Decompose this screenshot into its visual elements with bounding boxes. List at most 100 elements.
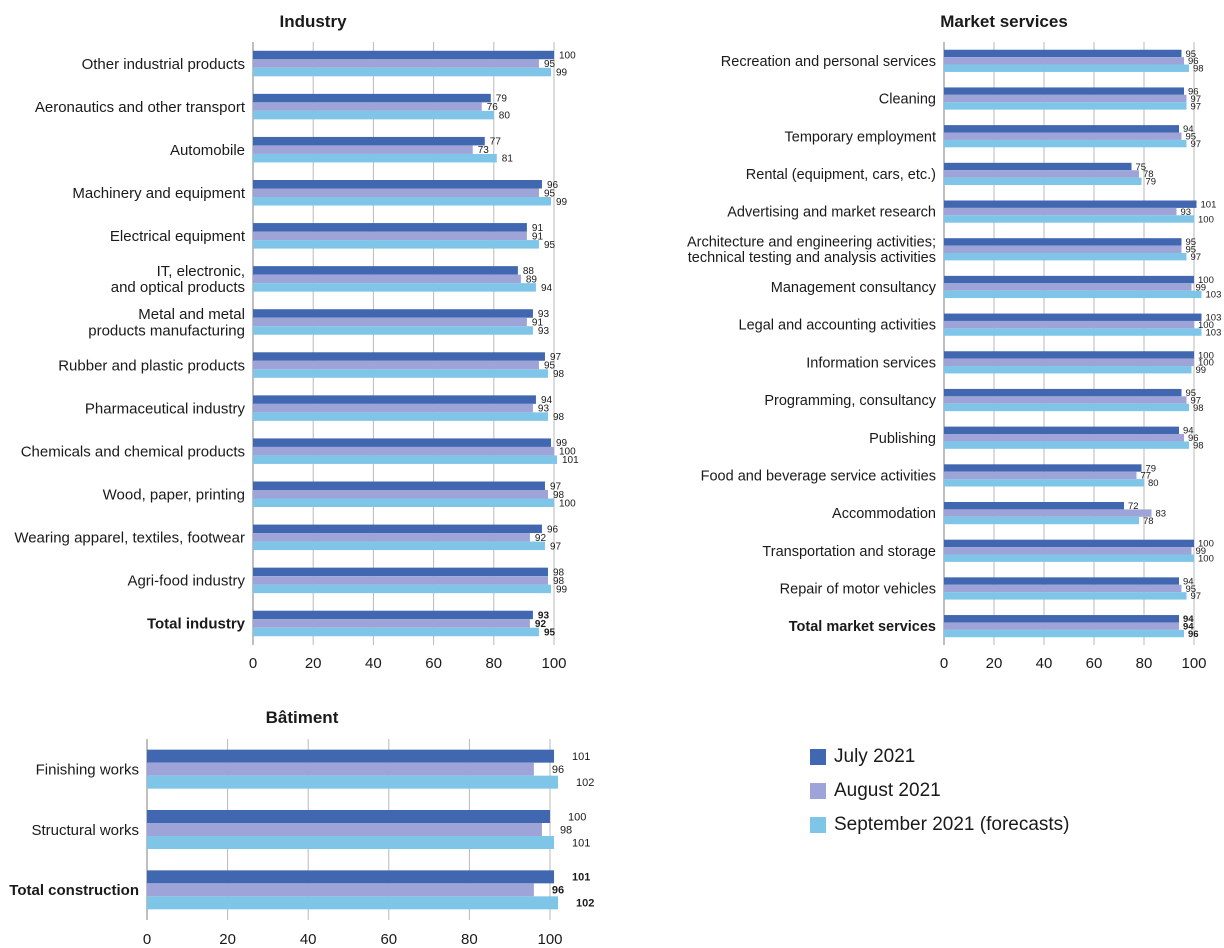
industry-value-label: 100 bbox=[559, 447, 576, 458]
industry-category-label: Wood, paper, printing bbox=[103, 487, 245, 504]
market-services-value-label: 100 bbox=[1198, 350, 1214, 361]
market-services-bar-september bbox=[944, 102, 1187, 110]
market-services-bar-august bbox=[944, 471, 1137, 480]
industry-category-label: Automobile bbox=[170, 142, 245, 159]
industry-value-label: 95 bbox=[544, 361, 556, 372]
industry-value-label: 91 bbox=[532, 317, 544, 328]
industry-category-label: Agri-food industry bbox=[127, 573, 245, 590]
construction-tick-label: 100 bbox=[537, 931, 562, 948]
market-services-value-label: 99 bbox=[1196, 546, 1207, 557]
industry-bar-august bbox=[253, 619, 530, 628]
industry-value-label: 91 bbox=[532, 231, 544, 242]
market-services-bar-september bbox=[944, 215, 1194, 223]
industry-bar-august bbox=[253, 576, 548, 585]
industry-value-label: 100 bbox=[559, 51, 576, 62]
market-services-value-label: 100 bbox=[1198, 554, 1214, 565]
market-services-value-label: 100 bbox=[1198, 358, 1214, 369]
market-services-value-label: 95 bbox=[1186, 245, 1197, 256]
industry-bar-september bbox=[253, 455, 558, 464]
industry-bar-july bbox=[253, 136, 485, 146]
construction-value-label: 101 bbox=[572, 837, 590, 849]
industry-bar-august bbox=[253, 317, 527, 327]
industry-value-label: 98 bbox=[553, 576, 565, 587]
market-services-bar-july bbox=[944, 464, 1142, 472]
construction-tick-label: 40 bbox=[300, 931, 317, 948]
market-services-value-label: 97 bbox=[1191, 591, 1202, 602]
market-services-bar-august bbox=[944, 358, 1194, 367]
industry-category-label: Machinery and equipment bbox=[72, 185, 245, 202]
market-services-value-label: 95 bbox=[1186, 132, 1197, 143]
construction-bar-september bbox=[147, 896, 559, 910]
market-services-category-label: Repair of motor vehicles bbox=[780, 582, 936, 598]
market-services-tick-label: 0 bbox=[940, 655, 948, 672]
market-services-bar-july bbox=[944, 275, 1194, 284]
industry-value-label: 89 bbox=[526, 274, 538, 285]
market-services-bar-july bbox=[944, 87, 1184, 95]
market-services-bar-september bbox=[944, 366, 1192, 374]
market-services-bar-august bbox=[944, 622, 1179, 630]
industry-value-label: 98 bbox=[553, 567, 565, 578]
industry-bar-september bbox=[253, 369, 548, 378]
market-services-category-label: Transportation and storage bbox=[762, 544, 936, 560]
industry-bar-july bbox=[253, 50, 554, 60]
market-services-value-label: 97 bbox=[1191, 395, 1202, 406]
market-services-value-label: 97 bbox=[1191, 101, 1202, 112]
construction-category-label: Structural works bbox=[31, 822, 139, 839]
market-services-category-label: Accommodation bbox=[832, 506, 936, 522]
industry-category-label: Rubber and plastic products bbox=[58, 357, 245, 374]
construction-category-label: Finishing works bbox=[36, 761, 139, 778]
industry-category-label: Wearing apparel, textiles, footwear bbox=[14, 530, 245, 547]
market-services-bar-july bbox=[944, 426, 1179, 435]
industry-bar-july bbox=[253, 266, 518, 275]
industry-value-label: 99 bbox=[556, 197, 568, 208]
industry-bar-august bbox=[253, 403, 533, 413]
market-services-value-label: 97 bbox=[1191, 252, 1202, 263]
industry-value-label: 98 bbox=[553, 490, 565, 501]
market-services-category-label: Total market services bbox=[789, 619, 936, 635]
market-services-tick-label: 40 bbox=[1036, 655, 1053, 672]
industry-bar-september bbox=[253, 153, 497, 163]
market-services-category-label: Temporary employment bbox=[785, 129, 937, 145]
market-services-bar-august bbox=[944, 283, 1192, 291]
market-services-value-label: 95 bbox=[1186, 388, 1197, 399]
industry-bar-august bbox=[253, 145, 473, 154]
industry-value-label: 95 bbox=[544, 59, 556, 70]
industry-bar-august bbox=[253, 533, 530, 542]
legend: July 2021 August 2021 September 2021 (fo… bbox=[810, 740, 1070, 842]
market-services-value-label: 80 bbox=[1148, 478, 1159, 489]
industry-value-label: 98 bbox=[553, 369, 565, 380]
market-services-bar-september bbox=[944, 328, 1202, 336]
construction-tick-label: 60 bbox=[380, 931, 397, 948]
market-services-category-label: Rental (equipment, cars, etc.) bbox=[746, 167, 936, 183]
market-services-bar-july bbox=[944, 539, 1194, 548]
construction-bar-september bbox=[147, 775, 559, 789]
industry-bar-july bbox=[253, 352, 545, 361]
industry-tick-label: 20 bbox=[305, 655, 322, 672]
industry-bar-september bbox=[253, 412, 548, 421]
market-services-value-label: 94 bbox=[1183, 621, 1194, 632]
industry-value-label: 99 bbox=[556, 438, 568, 449]
industry-value-label: 79 bbox=[496, 94, 508, 105]
legend-label-august: August 2021 bbox=[834, 780, 941, 801]
construction-bar-july bbox=[147, 810, 550, 823]
industry-value-label: 93 bbox=[538, 610, 550, 621]
market-services-tick-label: 20 bbox=[986, 655, 1003, 672]
industry-category-label: Pharmaceutical industry bbox=[85, 400, 246, 417]
legend-swatch-september bbox=[810, 817, 826, 833]
market-services-value-label: 93 bbox=[1181, 207, 1192, 218]
industry-category-label: Aeronautics and other transport bbox=[35, 99, 246, 116]
industry-value-label: 96 bbox=[547, 524, 559, 535]
market-services-value-label: 100 bbox=[1198, 320, 1214, 331]
industry-bar-august bbox=[253, 274, 521, 284]
industry-bar-august bbox=[253, 446, 554, 456]
market-services-bar-september bbox=[944, 403, 1189, 412]
market-services-bar-august bbox=[944, 245, 1182, 253]
industry-value-label: 99 bbox=[556, 584, 568, 595]
industry-bar-july bbox=[253, 567, 548, 577]
market-services-bar-september bbox=[944, 516, 1139, 525]
market-services-value-label: 96 bbox=[1188, 86, 1199, 97]
market-services-bar-july bbox=[944, 351, 1194, 359]
industry-value-label: 93 bbox=[538, 404, 550, 415]
industry-value-label: 94 bbox=[541, 395, 553, 406]
